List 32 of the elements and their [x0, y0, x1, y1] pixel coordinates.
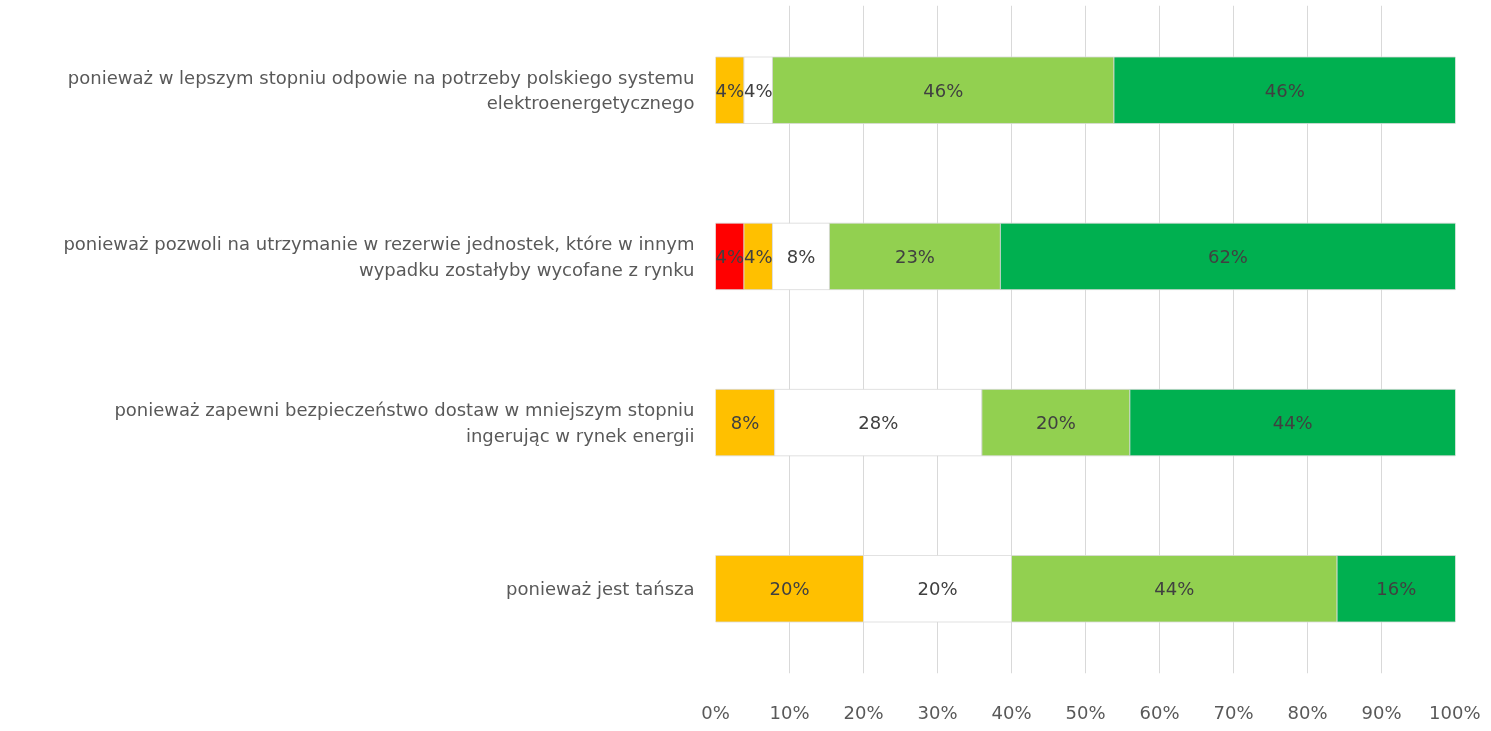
y-tick-label: ponieważ pozwoli na utrzymanie w rezerwie jednostek, które w innym wypadku zostałyby wycofane z rynku — [63, 233, 695, 280]
data-label: 4% — [715, 245, 745, 267]
x-tick-label: 100% — [1429, 701, 1481, 723]
data-label: 62% — [1207, 245, 1248, 267]
data-label: 23% — [894, 245, 935, 267]
x-tick-label: 80% — [1287, 701, 1328, 723]
x-tick-label: 90% — [1361, 701, 1402, 723]
data-label: 20% — [1035, 412, 1076, 434]
x-tick-label: 10% — [769, 701, 810, 723]
x-tick-label: 20% — [843, 701, 884, 723]
data-label: 46% — [923, 79, 964, 101]
data-label: 28% — [858, 412, 899, 434]
data-label: 16% — [1376, 578, 1417, 600]
data-label: 44% — [1154, 578, 1195, 600]
data-label: 8% — [730, 412, 760, 434]
x-tick-label: 50% — [1065, 701, 1106, 723]
x-tick-label: 40% — [991, 701, 1032, 723]
data-label: 20% — [917, 578, 958, 600]
data-label: 4% — [743, 79, 773, 101]
x-tick-label: 30% — [917, 701, 958, 723]
data-label: 4% — [743, 245, 773, 267]
x-tick-label: 0% — [701, 701, 730, 723]
x-tick-label: 60% — [1139, 701, 1180, 723]
data-label: 20% — [769, 578, 810, 600]
y-tick-label: ponieważ jest tańsza — [506, 578, 695, 600]
data-label: 4% — [715, 79, 745, 101]
y-tick-label: ponieważ zapewni bezpieczeństwo dostaw w mniejszym stopniu ingerując w rynek energii — [114, 399, 695, 446]
x-tick-label: 70% — [1213, 701, 1254, 723]
y-tick-label: ponieważ w lepszym stopniu odpowie na potrzeby polskiego systemu elektroenergetycznego — [67, 67, 695, 114]
data-label: 8% — [786, 245, 816, 267]
data-label: 44% — [1272, 412, 1313, 434]
data-label: 46% — [1264, 79, 1305, 101]
